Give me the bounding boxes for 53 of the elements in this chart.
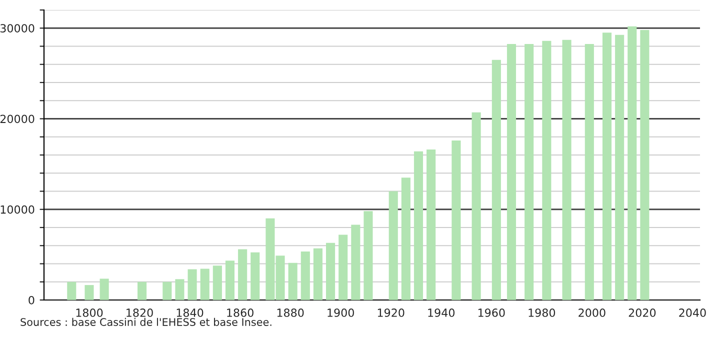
- bar: [562, 40, 572, 300]
- x-tick-label: 1960: [478, 308, 505, 317]
- x-tick-label: 1900: [328, 308, 354, 317]
- bar: [542, 40, 552, 300]
- bar: [414, 151, 424, 300]
- bar: [162, 282, 172, 300]
- x-tick-label: 1840: [176, 308, 204, 317]
- bar: [200, 268, 210, 300]
- y-tick-label: 10000: [0, 205, 34, 214]
- bar: [188, 269, 197, 300]
- x-tick-label: 2000: [578, 308, 606, 317]
- bar: [426, 150, 436, 300]
- y-tick-label: 0: [28, 296, 34, 304]
- bar: [628, 26, 637, 300]
- bar: [640, 30, 650, 300]
- bar: [238, 249, 248, 300]
- bar: [100, 278, 109, 300]
- bar: [84, 285, 94, 300]
- bar: [67, 282, 76, 300]
- bar: [492, 60, 501, 300]
- bar: [225, 260, 235, 300]
- bar: [288, 262, 298, 300]
- x-tick-label: 1860: [227, 308, 254, 317]
- bar: [250, 252, 260, 300]
- bar: [138, 282, 147, 300]
- x-tick-label: 1920: [378, 308, 404, 317]
- bar: [524, 44, 534, 300]
- bar: [338, 234, 348, 300]
- x-tick-label: 1880: [277, 308, 304, 317]
- x-tick-label: 2020: [628, 308, 656, 317]
- bar: [175, 279, 184, 300]
- bar: [313, 248, 322, 300]
- x-tick-label: 1940: [428, 308, 455, 317]
- x-tick-label: 1980: [528, 308, 556, 317]
- x-tick-label: 1800: [76, 308, 103, 317]
- bar: [506, 44, 516, 300]
- bar: [401, 178, 410, 300]
- bar: [300, 252, 310, 300]
- bar: [351, 224, 360, 300]
- x-tick-label: 2040: [679, 308, 706, 317]
- bar: [472, 112, 481, 300]
- bar: [326, 242, 336, 300]
- bar: [602, 32, 612, 300]
- bar: [388, 191, 398, 300]
- bar: [584, 44, 594, 300]
- bar: [212, 266, 222, 300]
- y-tick-label: 20000: [0, 114, 34, 124]
- bar: [452, 140, 461, 300]
- bar: [615, 34, 624, 300]
- source-note: Sources : base Cassini de l'EHESS et base Insee.: [20, 318, 272, 326]
- x-tick-label: 1820: [126, 308, 153, 317]
- y-tick-label: 30000: [0, 24, 34, 33]
- bar: [364, 211, 373, 300]
